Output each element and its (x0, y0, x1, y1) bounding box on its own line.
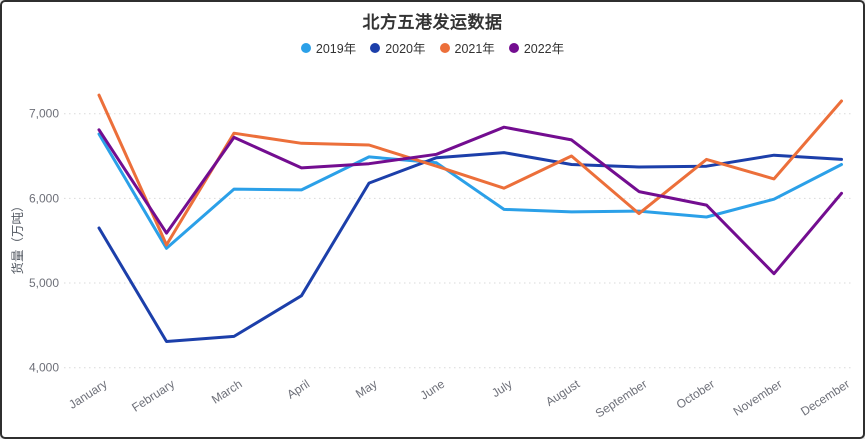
legend-label: 2022年 (523, 42, 565, 56)
x-axis-tick-label: January (66, 377, 109, 412)
y-axis-tick-label: 6,000 (29, 191, 59, 205)
legend-label: 2020年 (385, 42, 426, 56)
x-axis-tick-label: June (418, 377, 448, 403)
x-axis-tick-label: October (674, 377, 717, 412)
legend-label: 2021年 (454, 42, 495, 56)
legend-item-2020[interactable]: 2020年 (370, 38, 426, 57)
legend-label: 2019年 (315, 42, 357, 56)
x-axis-tick-label: March (209, 377, 245, 407)
x-axis-tick-label: May (353, 377, 380, 401)
legend-item-2019[interactable]: 2019年 (300, 38, 357, 57)
y-axis-title: 货量（万吨） (10, 199, 25, 274)
legend-marker-icon (439, 42, 450, 53)
series-line-2019[interactable] (97, 132, 843, 250)
legend-item-2022[interactable]: 2022年 (508, 38, 565, 57)
y-axis-tick-label: 7,000 (29, 107, 59, 121)
legend-marker-icon (300, 42, 311, 53)
legend-marker-icon (370, 42, 381, 53)
x-axis-tick-label: July (489, 377, 515, 400)
series-line-2022[interactable] (97, 125, 843, 276)
y-axis-tick-label: 4,000 (29, 361, 59, 375)
x-axis-tick-label: December (798, 377, 852, 419)
x-axis-tick-label: September (593, 377, 650, 421)
legend-item-2021[interactable]: 2021年 (439, 38, 495, 57)
chart-title: 北方五港发运数据 (362, 13, 503, 32)
y-axis-tick-label: 5,000 (29, 276, 59, 290)
legend-marker-icon (508, 42, 519, 53)
x-axis-tick-label: November (731, 377, 785, 419)
series-line-2020[interactable] (97, 151, 843, 343)
legend: 2019年 2020年 2021年 2022年 (2, 38, 863, 57)
x-axis-tick-label: August (543, 376, 583, 408)
x-axis-tick-label: April (284, 377, 312, 402)
x-axis-tick-label: February (129, 377, 177, 415)
